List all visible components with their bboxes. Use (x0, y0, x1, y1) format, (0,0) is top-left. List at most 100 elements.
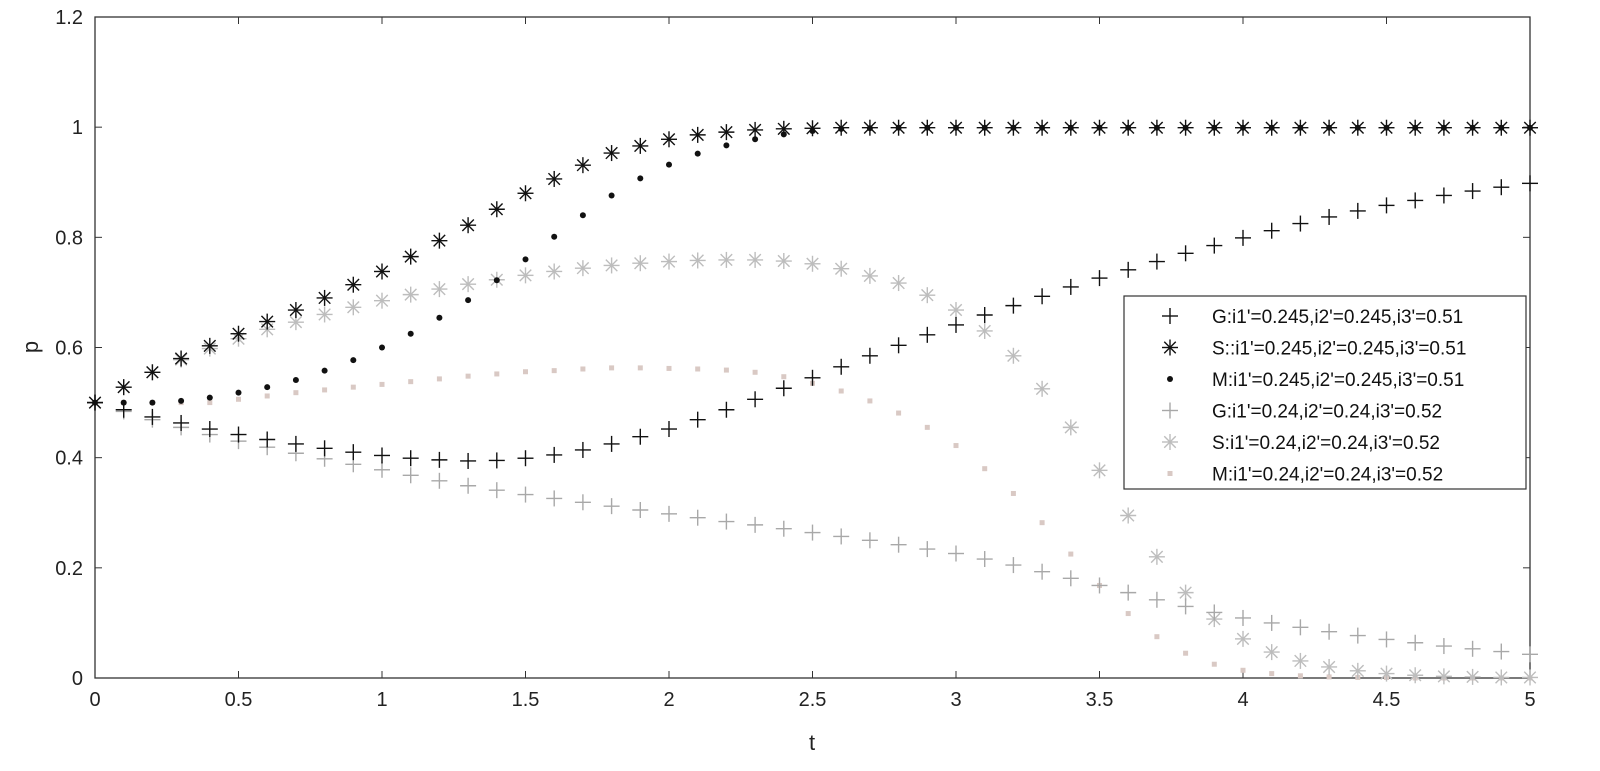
data-point (1154, 634, 1160, 640)
data-point (890, 337, 907, 354)
data-point (1435, 668, 1452, 685)
data-point (1321, 119, 1338, 136)
data-point (460, 477, 477, 494)
x-tick-label: 5 (1524, 689, 1535, 711)
data-point (689, 411, 706, 428)
data-point (1062, 570, 1079, 587)
y-tick-label: 0 (72, 668, 83, 690)
data-point (948, 119, 964, 136)
data-point (1321, 658, 1338, 675)
data-point (1349, 627, 1366, 644)
data-point (115, 379, 132, 396)
data-point (1407, 667, 1424, 684)
data-point (321, 367, 328, 374)
data-point (287, 302, 304, 319)
data-point (775, 120, 792, 137)
data-point (436, 314, 443, 321)
data-point (976, 322, 993, 339)
data-point (374, 292, 390, 309)
data-point (206, 394, 213, 401)
data-point (1177, 119, 1194, 136)
data-point (1120, 584, 1137, 601)
legend-item: S:i1'=0.24,i2'=0.24,i3'=0.52 (1162, 433, 1440, 454)
data-point (976, 307, 993, 324)
data-point (1292, 652, 1309, 669)
data-point (144, 408, 161, 425)
data-point (574, 260, 591, 277)
legend-marker (1167, 471, 1173, 476)
data-point (264, 384, 271, 391)
data-point (1263, 222, 1280, 239)
data-point (632, 137, 649, 154)
data-point (953, 443, 959, 449)
data-point (345, 444, 362, 461)
data-point (402, 286, 419, 303)
legend-marker (1162, 339, 1178, 356)
data-point (1349, 662, 1366, 679)
data-point (1292, 119, 1309, 136)
data-point (781, 374, 787, 380)
data-point (632, 255, 649, 272)
data-point (919, 119, 936, 136)
data-point (718, 251, 735, 268)
data-point (1034, 288, 1051, 305)
data-point (402, 467, 419, 484)
y-tick-label: 1 (72, 117, 83, 139)
data-point (838, 388, 844, 394)
data-point (833, 119, 850, 136)
y-tick-label: 0.4 (55, 448, 83, 470)
data-point (861, 347, 878, 364)
data-point (1435, 119, 1452, 136)
data-point (551, 233, 558, 240)
data-point (523, 369, 528, 375)
data-point (661, 505, 677, 522)
data-point (1378, 119, 1395, 136)
data-point (1297, 673, 1303, 679)
series-0 (87, 175, 1538, 469)
legend-item: M:i1'=0.245,i2'=0.245,i3'=0.51 (1167, 370, 1464, 391)
data-point (1206, 237, 1223, 254)
data-point (1292, 619, 1309, 636)
data-point (948, 316, 964, 333)
legend-item: M:i1'=0.24,i2'=0.24,i3'=0.52 (1167, 465, 1443, 486)
data-point (1378, 197, 1395, 214)
data-point (1062, 278, 1079, 295)
data-point (752, 369, 758, 375)
data-point (896, 410, 902, 416)
data-point (574, 157, 591, 174)
data-point (948, 302, 964, 319)
data-point (1493, 669, 1510, 686)
data-point (264, 393, 270, 399)
data-point (402, 450, 419, 467)
data-point (431, 281, 448, 298)
data-point (345, 299, 362, 316)
data-point (465, 373, 471, 379)
data-point (374, 447, 390, 464)
data-point (1005, 347, 1022, 364)
data-point (689, 126, 706, 143)
data-point (149, 399, 156, 406)
data-point (1005, 297, 1022, 314)
data-point (747, 516, 764, 533)
data-point (259, 431, 276, 448)
data-point (1240, 667, 1246, 673)
data-point (1235, 119, 1251, 136)
data-point (833, 260, 850, 277)
y-tick-label: 0.6 (55, 338, 83, 360)
data-point (402, 248, 419, 265)
legend-marker (1167, 376, 1173, 382)
data-point (804, 524, 821, 541)
data-point (1349, 202, 1366, 219)
data-point (173, 350, 190, 367)
data-point (1349, 119, 1366, 136)
data-point (230, 426, 247, 443)
data-point (661, 253, 677, 270)
data-point (408, 379, 414, 385)
data-point (609, 365, 615, 371)
data-point (666, 161, 672, 168)
data-point (1177, 584, 1194, 601)
data-point (1148, 591, 1165, 608)
legend-label: M:i1'=0.24,i2'=0.24,i3'=0.52 (1212, 465, 1443, 486)
data-point (689, 252, 706, 269)
